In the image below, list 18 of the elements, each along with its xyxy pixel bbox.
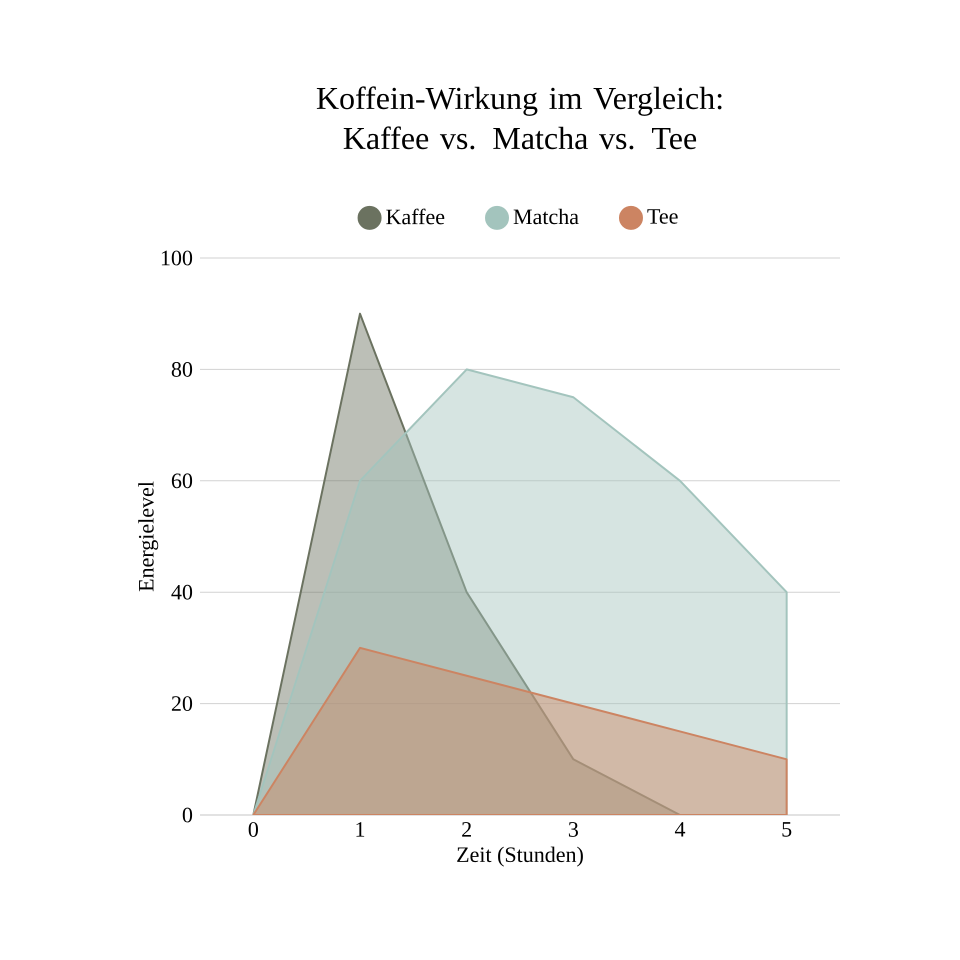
- y-tick-label: 0: [182, 808, 192, 822]
- y-tick-label: 40: [171, 584, 192, 600]
- x-axis-title: Zeit (Stunden): [457, 846, 583, 867]
- legend-label: Kaffee: [386, 208, 444, 224]
- x-tick-label: 2: [462, 822, 471, 837]
- x-tick-label: 0: [248, 822, 258, 837]
- legend-label: Matcha: [514, 208, 579, 224]
- y-axis-title: Energielevel: [138, 482, 158, 592]
- x-tick-label: 4: [674, 822, 686, 837]
- y-tick-label: 20: [172, 696, 192, 712]
- chart-title: Koffein-Wirkung im Vergleich: Kaffee vs. Matcha vs. Tee: [316, 86, 722, 150]
- legend-label: Tee: [647, 209, 678, 224]
- y-tick-label: 100: [162, 250, 192, 266]
- y-tick-label: 60: [172, 473, 192, 488]
- y-tick-label: 80: [172, 362, 192, 377]
- x-tick-label: 5: [782, 822, 792, 837]
- x-tick-label: 1: [356, 822, 364, 837]
- x-tick-label: 3: [568, 822, 578, 837]
